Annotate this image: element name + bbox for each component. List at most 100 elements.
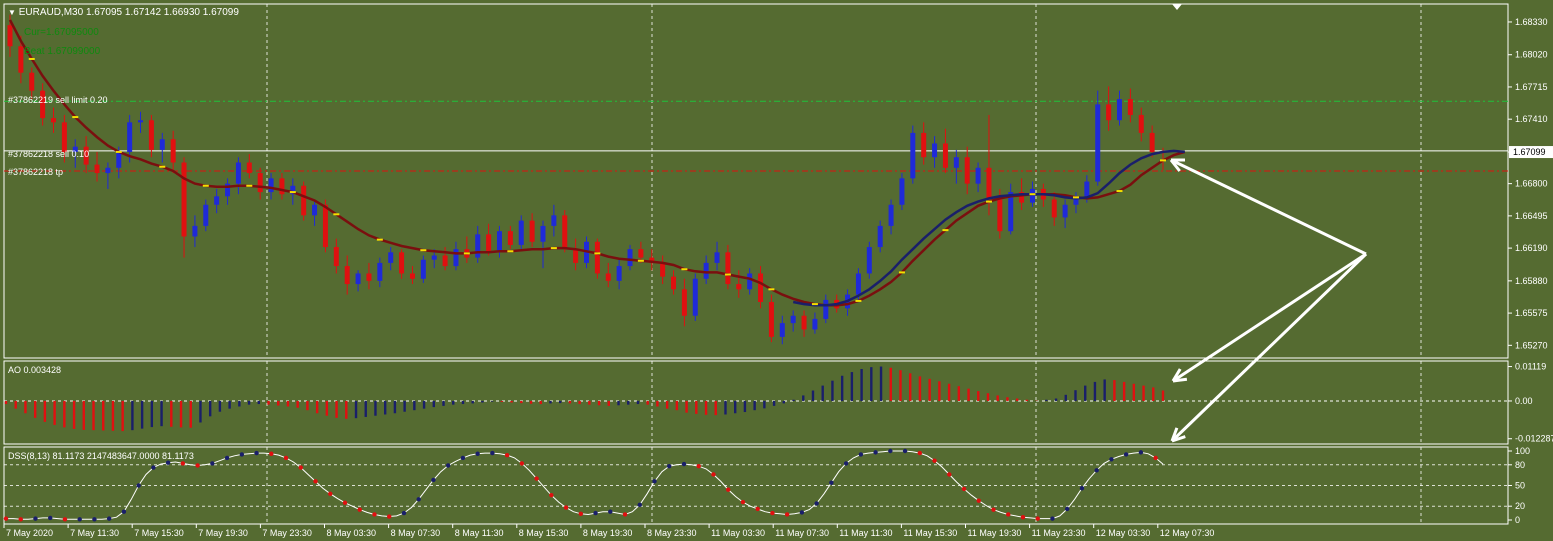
candle-body [714, 252, 720, 263]
dss-dot [637, 502, 642, 508]
time-tick-label: 8 May 11:30 [455, 528, 504, 538]
candle-body [279, 178, 285, 195]
candle-body [214, 196, 220, 205]
candle-body [290, 185, 296, 195]
candle-body [225, 183, 231, 197]
candle-body [703, 262, 709, 279]
dss-dot [991, 507, 996, 512]
dss-dot [195, 463, 200, 468]
candle-body [997, 199, 1003, 232]
pane-frame [3, 3, 1509, 359]
dss-dot [239, 452, 245, 457]
candle-body [953, 157, 959, 168]
dss-dot [210, 461, 215, 466]
candle-body [942, 143, 948, 168]
time-tick-label: 11 May 15:30 [903, 528, 957, 538]
candle-body [1008, 192, 1014, 232]
candle-body [333, 247, 339, 267]
candle-body [61, 122, 67, 152]
time-tick-label: 7 May 19:30 [198, 528, 248, 538]
candle-body [1029, 188, 1035, 203]
candle-body [562, 215, 568, 250]
price-tick-label: 1.65880 [1515, 276, 1548, 286]
candle-body [246, 162, 252, 174]
time-tick-label: 11 May 19:30 [968, 528, 1022, 538]
dss-dot [1138, 450, 1144, 455]
dss-dot [976, 498, 981, 503]
order-tp-label[interactable]: #37862218 tp [8, 167, 64, 177]
order-sell-label[interactable]: #37862218 sell 0.10 [8, 149, 90, 159]
chart-header: ▼ EURAUD,M30 1.67095 1.67142 1.66930 1.6… [8, 7, 239, 18]
dss-dot [106, 516, 112, 521]
dss-dot [1123, 452, 1129, 457]
candle-body [1116, 99, 1122, 121]
time-tick-label: 7 May 11:30 [70, 528, 119, 538]
dss-dot [1035, 516, 1040, 521]
dss-dot [313, 479, 318, 484]
chart-menu-icon[interactable]: ▼ [8, 8, 16, 17]
annotation-arrow [1170, 252, 1368, 443]
dss-dot [180, 461, 186, 466]
candle-body [312, 204, 318, 216]
candle-body [725, 252, 731, 285]
candle-body [366, 273, 372, 281]
candle-body [257, 173, 263, 193]
dss-dot [622, 512, 628, 517]
dss-dot [814, 501, 819, 506]
dss-dot [357, 507, 362, 512]
time-tick-label: 7 May 23:30 [262, 528, 312, 538]
dss-dot [784, 512, 790, 517]
dss-dot [372, 512, 377, 517]
dss-tick-label: 80 [1515, 460, 1525, 470]
dss-dot [681, 461, 687, 467]
dss-dot [33, 516, 38, 521]
symbol-label: EURAUD,M30 [18, 7, 84, 18]
candle-body [203, 204, 209, 226]
candle-body [159, 139, 165, 150]
candle-body [1149, 132, 1155, 152]
candle-body [181, 162, 187, 237]
time-tick-label: 11 May 07:30 [775, 528, 829, 538]
candle-body [877, 225, 883, 248]
order-sell-limit-label[interactable]: #37862219 sell limit 0.20 [8, 95, 108, 105]
candle-body [605, 273, 611, 281]
current-price-label: 1.67099 [1513, 147, 1546, 157]
candle-body [681, 289, 687, 316]
time-tick-label: 7 May 15:30 [134, 528, 184, 538]
candle-body [268, 178, 274, 193]
candle-body [540, 225, 546, 242]
price-tick-label: 1.66495 [1515, 211, 1548, 221]
dss-dot [843, 461, 849, 466]
dss-dot [1006, 512, 1011, 517]
candle-body [377, 262, 383, 281]
annotation-arrow [1170, 158, 1367, 256]
candle-body [138, 120, 144, 123]
dss-dot [445, 463, 451, 468]
candle-body [758, 273, 764, 302]
time-tick-label: 12 May 03:30 [1096, 528, 1151, 538]
dss-dot [1064, 506, 1070, 512]
candle-body [692, 278, 698, 316]
bid-line-label: Cur=1.67095000 [24, 27, 99, 38]
candle-body [344, 266, 350, 285]
dss-dot [593, 510, 598, 516]
dss-dot [726, 487, 731, 492]
dss-dot [799, 510, 805, 515]
annotation-arrow-head [1170, 427, 1186, 443]
annotation-arrow [1172, 252, 1367, 383]
candle-body [18, 46, 24, 73]
time-tick-label: 11 May 23:30 [1032, 528, 1086, 538]
dss-dot [770, 510, 775, 516]
dss-dot [92, 517, 97, 522]
dss-dot [328, 491, 333, 496]
price-tick-label: 1.65575 [1515, 308, 1548, 318]
candle-body [116, 151, 122, 168]
candle-body [616, 266, 622, 281]
candle-body [910, 132, 916, 179]
dss-dot [1079, 486, 1085, 491]
dss-dot [888, 448, 893, 454]
candle-body [1051, 199, 1057, 218]
dss-dot [1050, 516, 1055, 521]
dss-dot [902, 448, 908, 454]
